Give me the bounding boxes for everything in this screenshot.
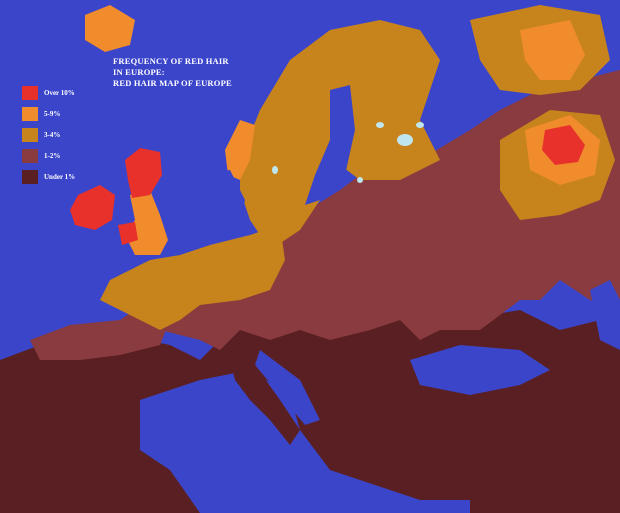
region-over-10-scotland <box>125 148 162 198</box>
legend-label: Over 10% <box>44 88 75 97</box>
legend-item: Over 10% <box>22 82 75 103</box>
map-title: FREQUENCY OF RED HAIR IN EUROPE: RED HAI… <box>113 56 232 89</box>
region-5-9-england <box>125 190 168 255</box>
region-over-10-volga <box>542 125 585 165</box>
legend-item: 3-4% <box>22 124 75 145</box>
legend-item: 5-9% <box>22 103 75 124</box>
sea-mediterranean <box>140 370 470 513</box>
region-over-10-ireland <box>70 185 115 230</box>
region-3-4-west-europe <box>100 225 285 330</box>
legend-swatch <box>22 127 38 142</box>
sea-north <box>165 170 245 250</box>
region-5-9-iceland <box>85 5 135 52</box>
title-line-3: RED HAIR MAP OF EUROPE <box>113 78 232 88</box>
legend-item: 1-2% <box>22 145 75 166</box>
legend: Over 10% 5-9% 3-4% 1-2% Under 1% <box>22 82 75 187</box>
legend-label: 1-2% <box>44 151 61 160</box>
legend-swatch <box>22 85 38 100</box>
title-line-2: IN EUROPE: <box>113 67 165 77</box>
region-1-2-iberia-north <box>30 310 170 360</box>
legend-swatch <box>22 148 38 163</box>
region-5-9-norway-coast <box>225 120 255 180</box>
legend-swatch <box>22 169 38 184</box>
legend-label: 3-4% <box>44 130 61 139</box>
region-over-10-wales <box>118 222 138 245</box>
sea-caspian <box>590 280 620 350</box>
legend-label: 5-9% <box>44 109 61 118</box>
title-line-1: FREQUENCY OF RED HAIR <box>113 56 229 66</box>
lakes <box>272 122 424 183</box>
sea-black <box>410 345 550 395</box>
sea-adriatic <box>255 350 320 425</box>
legend-item: Under 1% <box>22 166 75 187</box>
region-under-1-italy <box>230 360 300 445</box>
sea-baltic <box>305 85 355 205</box>
region-5-9-russia-north <box>520 20 585 80</box>
legend-swatch <box>22 106 38 121</box>
legend-label: Under 1% <box>44 172 76 181</box>
